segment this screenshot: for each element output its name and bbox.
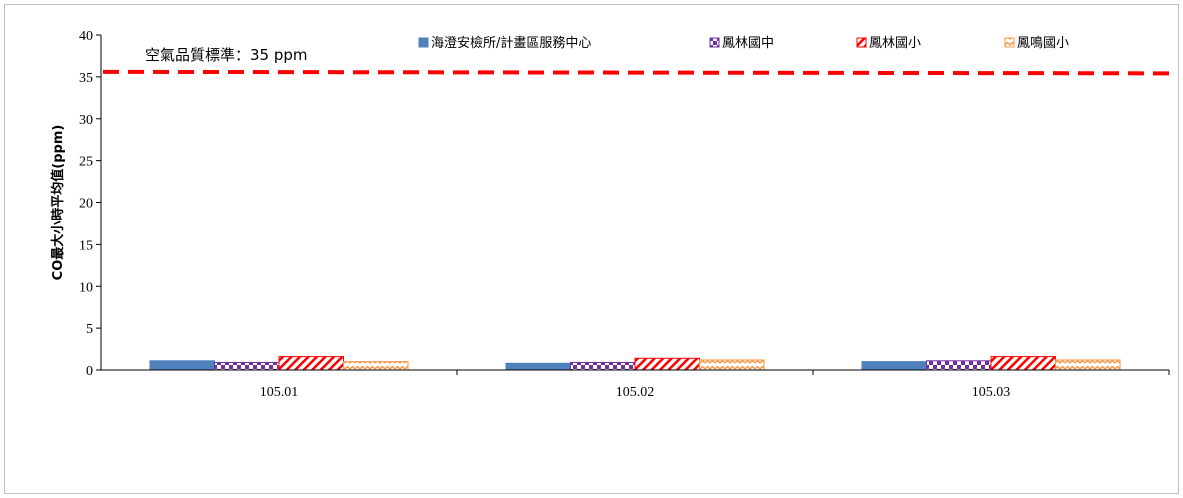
bar [634,357,700,371]
legend-swatch [709,37,720,48]
y-tick-label: 30 [79,113,93,128]
legend-label: 鳳林國小 [869,36,921,51]
y-tick-label: 40 [79,29,93,44]
x-axis-ticks: 105.01 105.02 105.03 [260,370,1170,400]
bar [149,360,215,371]
bar [990,356,1056,371]
y-axis-label: CO最大小時平均值(ppm) [50,125,66,281]
y-tick-label: 0 [86,364,93,379]
co-bar-chart: 0 5 10 15 20 25 30 35 40 105.01 105.02 105.03 空氣品質… [50,29,1170,400]
bar [1055,359,1121,371]
legend-label: 鳳林國中 [722,36,774,51]
bar [505,362,571,371]
bar [861,361,927,371]
x-tick-label: 105.01 [260,385,299,400]
bar [699,359,765,371]
air-quality-standard-line [102,69,1170,76]
legend-swatch [856,37,867,48]
legend-swatch [418,37,429,48]
chart-frame: 0 5 10 15 20 25 30 35 40 105.01 105.02 105.03 空氣品質… [4,4,1179,494]
y-tick-label: 10 [79,280,93,295]
bar [343,361,409,371]
y-axis-ticks: 0 5 10 15 20 25 30 35 40 [79,29,101,379]
legend: 海澄安檢所/計畫區服務中心 鳳林國中 鳳林國小 鳳鳴國小 [418,35,1069,51]
y-tick-label: 5 [86,322,93,337]
air-quality-standard-label: 空氣品質標準：35 ppm [145,46,308,64]
bars [149,356,1121,371]
x-tick-label: 105.02 [616,385,655,400]
y-tick-label: 35 [79,71,93,86]
bar [926,360,992,371]
x-tick-label: 105.03 [972,385,1011,400]
y-tick-label: 20 [79,197,93,212]
y-tick-label: 25 [79,155,93,170]
legend-label: 海澄安檢所/計畫區服務中心 [431,35,591,51]
bar [570,361,636,371]
bar [278,356,344,371]
legend-swatch [1004,37,1015,48]
legend-label: 鳳鳴國小 [1017,36,1069,51]
bar [214,361,280,371]
y-tick-label: 15 [79,238,93,253]
